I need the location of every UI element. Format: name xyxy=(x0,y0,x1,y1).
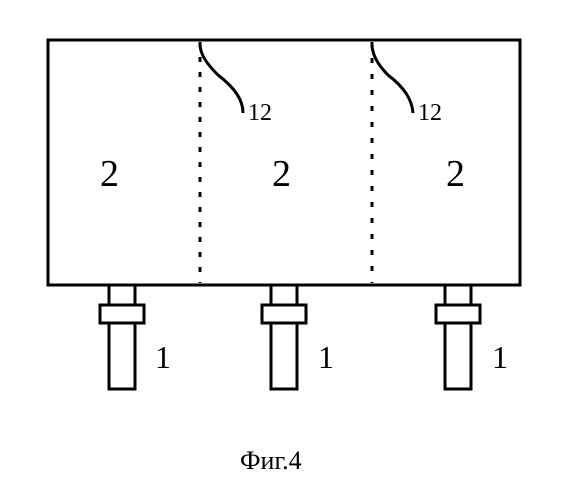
connector-label: 1 xyxy=(318,339,334,375)
section-label: 2 xyxy=(272,153,291,195)
connector: 1 xyxy=(262,285,334,389)
connector-label: 1 xyxy=(492,339,508,375)
section-label: 2 xyxy=(446,153,465,195)
figure-diagram: 12 12 2 2 2 1 1 1 xyxy=(0,0,563,500)
leader-curve xyxy=(200,44,243,113)
leader-label: 12 xyxy=(418,100,442,126)
figure-caption: Фиг.4 xyxy=(240,446,302,476)
leader-curve xyxy=(372,44,413,113)
connector-label: 1 xyxy=(155,339,171,375)
leader-label: 12 xyxy=(248,100,272,126)
connector: 1 xyxy=(100,285,171,389)
connector: 1 xyxy=(436,285,508,389)
section-label: 2 xyxy=(100,153,119,195)
